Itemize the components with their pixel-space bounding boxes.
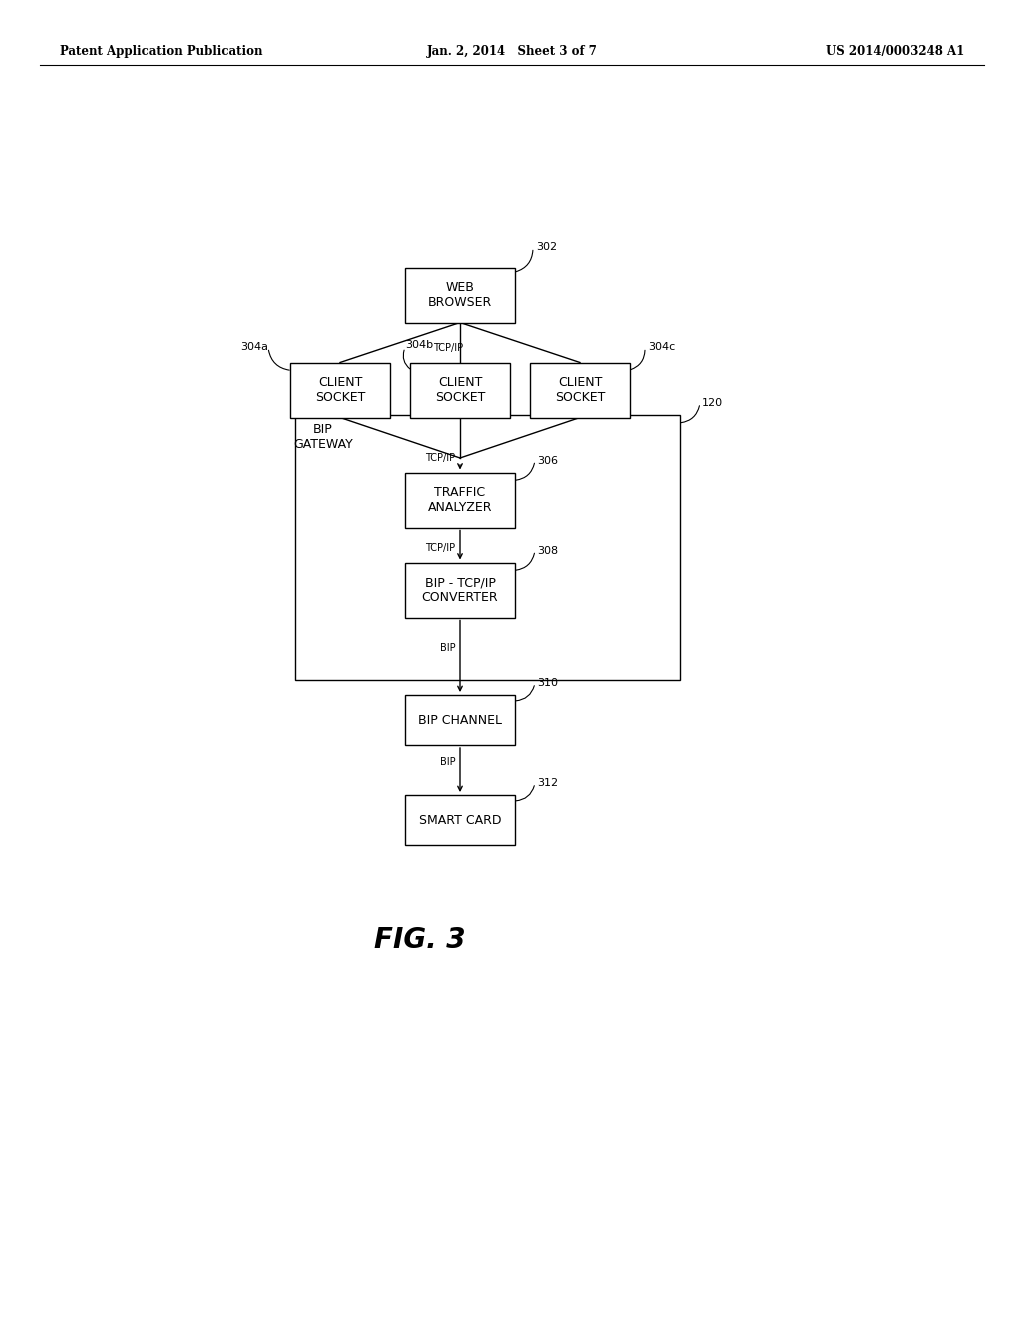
Text: BIP CHANNEL: BIP CHANNEL — [418, 714, 502, 726]
Text: 120: 120 — [702, 399, 723, 408]
Bar — [295, 414, 680, 680]
Text: CLIENT
SOCKET: CLIENT SOCKET — [435, 376, 485, 404]
Text: CLIENT
SOCKET: CLIENT SOCKET — [314, 376, 366, 404]
Text: 302: 302 — [536, 243, 557, 252]
Bar — [406, 795, 515, 845]
Text: TRAFFIC
ANALYZER: TRAFFIC ANALYZER — [428, 486, 493, 513]
Bar — [530, 363, 630, 417]
Text: BIP - TCP/IP
CONVERTER: BIP - TCP/IP CONVERTER — [422, 576, 499, 605]
Text: BIP: BIP — [440, 643, 456, 653]
Text: 312: 312 — [537, 777, 558, 788]
Text: TCP/IP: TCP/IP — [425, 543, 455, 553]
Text: CLIENT
SOCKET: CLIENT SOCKET — [555, 376, 605, 404]
Bar — [290, 363, 390, 417]
Text: SMART CARD: SMART CARD — [419, 813, 502, 826]
Text: 304b: 304b — [406, 339, 433, 350]
Text: 304c: 304c — [648, 342, 675, 352]
Text: Patent Application Publication: Patent Application Publication — [60, 45, 262, 58]
Bar — [406, 696, 515, 744]
Text: 310: 310 — [537, 678, 558, 688]
Text: US 2014/0003248 A1: US 2014/0003248 A1 — [825, 45, 964, 58]
Text: BIP
GATEWAY: BIP GATEWAY — [293, 422, 353, 451]
Text: 306: 306 — [537, 455, 558, 466]
Text: WEB
BROWSER: WEB BROWSER — [428, 281, 493, 309]
Text: 308: 308 — [537, 545, 558, 556]
Bar — [410, 363, 510, 417]
Text: BIP: BIP — [440, 756, 456, 767]
Text: TCP/IP: TCP/IP — [433, 343, 463, 352]
Bar — [406, 473, 515, 528]
Bar — [406, 562, 515, 618]
Bar — [406, 268, 515, 322]
Text: Jan. 2, 2014   Sheet 3 of 7: Jan. 2, 2014 Sheet 3 of 7 — [427, 45, 597, 58]
Text: FIG. 3: FIG. 3 — [374, 927, 466, 954]
Text: 304a: 304a — [240, 342, 268, 352]
Text: TCP/IP: TCP/IP — [425, 453, 455, 463]
